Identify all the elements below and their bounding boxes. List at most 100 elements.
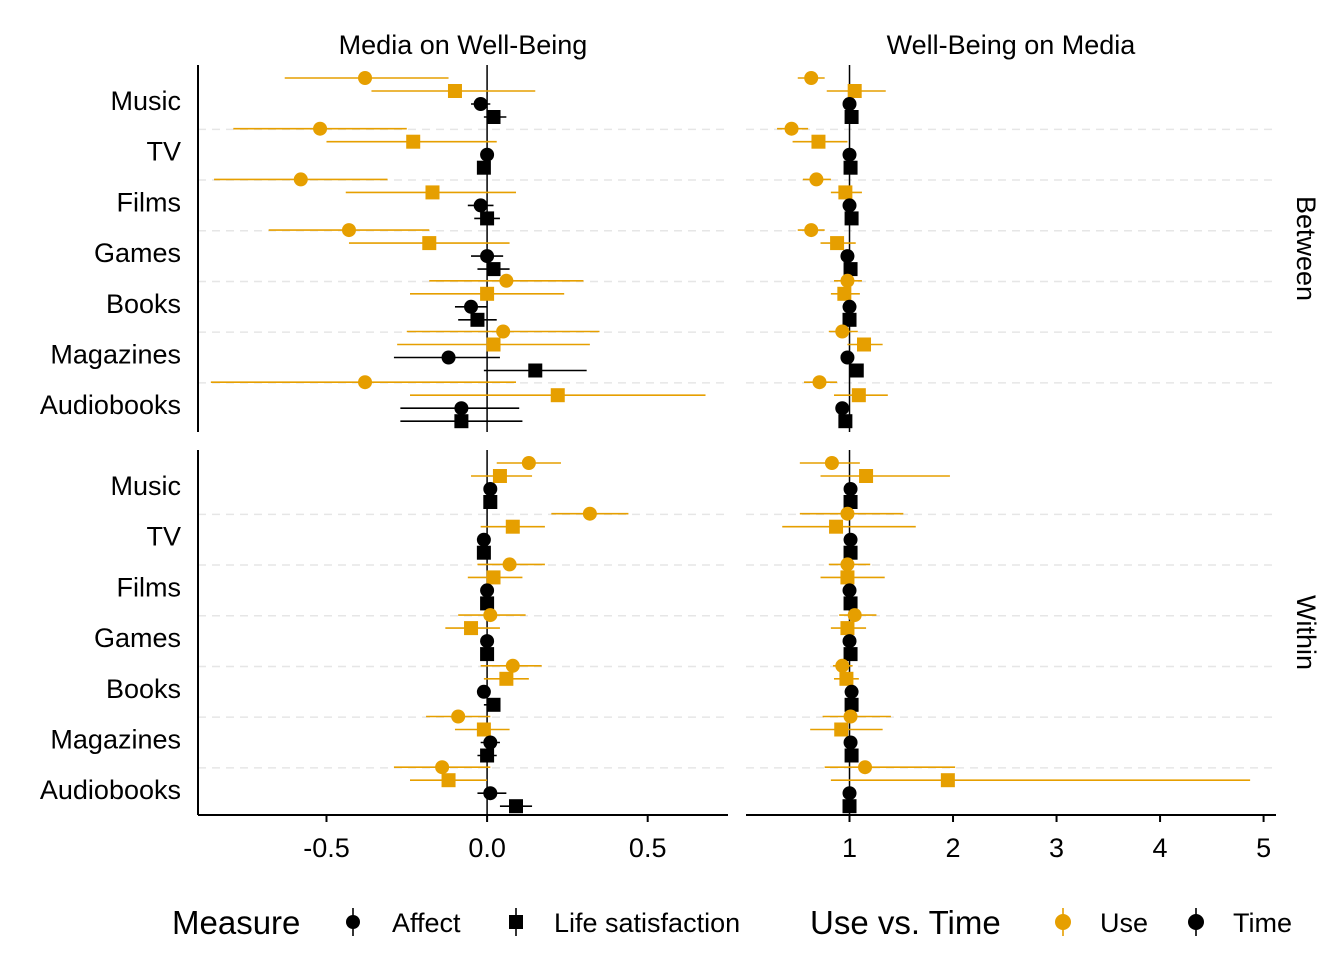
point-marker xyxy=(464,621,479,636)
point-marker xyxy=(476,160,491,175)
point-marker xyxy=(486,697,501,712)
point-marker xyxy=(341,223,356,238)
point-marker xyxy=(844,684,859,699)
category-label: Films xyxy=(117,572,181,602)
point-marker xyxy=(476,684,491,699)
point-marker xyxy=(842,97,857,111)
point-marker xyxy=(425,185,440,200)
point-marker xyxy=(293,172,308,187)
point-marker xyxy=(940,773,955,788)
point-marker xyxy=(476,532,491,547)
panel-0-0: Music TV Films Games Books Magazines Audiobook… xyxy=(40,65,728,432)
panel-0-1: Music TV Films Games Books Magazines Audiobook… xyxy=(40,450,728,863)
point-marker xyxy=(486,262,501,277)
x-tick-label: 5 xyxy=(1256,833,1271,863)
legend-key-circle xyxy=(1055,914,1071,930)
category-label: TV xyxy=(146,137,181,167)
point-marker xyxy=(480,634,495,649)
point-marker xyxy=(483,608,498,623)
category-label: Audiobooks xyxy=(40,390,181,420)
point-marker xyxy=(858,760,873,775)
point-marker xyxy=(834,722,849,737)
point-marker xyxy=(496,324,511,339)
x-tick-label: -0.5 xyxy=(303,833,350,863)
point-marker xyxy=(441,773,456,788)
point-marker xyxy=(840,557,855,572)
point-marker xyxy=(812,375,827,390)
point-marker xyxy=(840,350,855,365)
point-marker xyxy=(843,160,858,175)
point-marker xyxy=(851,388,866,403)
point-marker xyxy=(840,273,855,288)
point-marker xyxy=(502,557,517,572)
category-label: Books xyxy=(106,674,181,704)
point-marker xyxy=(451,709,466,724)
point-marker xyxy=(847,608,862,623)
point-marker xyxy=(842,147,857,162)
point-marker xyxy=(843,709,858,724)
point-marker xyxy=(480,748,495,763)
point-marker xyxy=(842,786,857,801)
point-marker xyxy=(470,312,485,327)
point-marker xyxy=(847,84,862,98)
point-marker xyxy=(480,596,495,611)
point-marker xyxy=(486,337,501,352)
point-marker xyxy=(486,570,501,585)
legend-title-color: Use vs. Time xyxy=(810,904,1001,941)
point-marker xyxy=(824,456,839,470)
point-marker xyxy=(358,71,373,85)
point-marker xyxy=(844,110,859,124)
point-marker xyxy=(842,198,857,213)
point-marker xyxy=(835,401,850,416)
point-marker xyxy=(480,147,495,162)
point-marker xyxy=(842,583,857,598)
category-label: Films xyxy=(117,187,181,217)
point-marker xyxy=(830,236,845,251)
point-marker xyxy=(473,198,488,213)
point-marker xyxy=(804,223,819,238)
panel-1-0 xyxy=(746,65,1276,432)
point-marker xyxy=(842,299,857,314)
point-marker xyxy=(483,495,498,509)
point-marker xyxy=(843,545,858,560)
facet-row-title: Within xyxy=(1291,595,1321,670)
x-tick-label: 2 xyxy=(946,833,961,863)
point-marker xyxy=(784,121,799,136)
legend-label: Affect xyxy=(392,908,461,938)
point-marker xyxy=(492,469,507,483)
point-marker xyxy=(843,482,858,496)
category-label: Magazines xyxy=(50,340,181,370)
point-marker xyxy=(483,735,498,750)
point-marker xyxy=(454,414,469,429)
point-marker xyxy=(480,583,495,598)
point-marker xyxy=(843,596,858,611)
point-marker xyxy=(480,249,495,264)
legend: Measure Affect Life satisfaction Use vs. Ti… xyxy=(172,904,1292,941)
point-marker xyxy=(809,172,824,187)
category-label: Games xyxy=(94,238,181,268)
point-marker xyxy=(839,671,854,686)
point-marker xyxy=(842,312,857,327)
point-marker xyxy=(313,121,328,136)
point-marker xyxy=(483,786,498,801)
point-marker xyxy=(406,134,421,149)
point-marker xyxy=(843,262,858,277)
legend-key-circle xyxy=(346,915,360,929)
x-tick-label: 0.5 xyxy=(629,833,667,863)
point-marker xyxy=(840,249,855,264)
point-marker xyxy=(505,658,520,673)
point-marker xyxy=(483,482,498,496)
point-marker xyxy=(835,324,850,339)
legend-label: Time xyxy=(1233,908,1292,938)
category-label: Audiobooks xyxy=(40,775,181,805)
point-marker xyxy=(480,286,495,301)
point-marker xyxy=(838,414,853,429)
point-marker xyxy=(499,671,514,686)
facet-column-title: Well-Being on Media xyxy=(887,30,1137,60)
point-marker xyxy=(843,735,858,750)
point-marker xyxy=(582,506,597,521)
point-marker xyxy=(859,469,874,483)
point-marker xyxy=(838,185,853,200)
legend-key-square xyxy=(509,915,523,929)
